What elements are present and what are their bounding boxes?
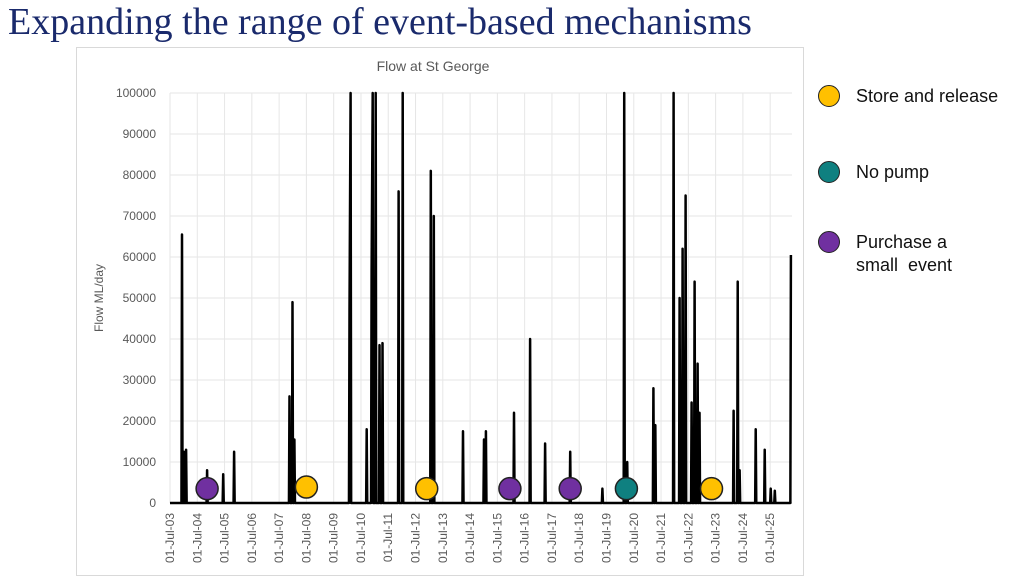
x-tick-label: 01-Jul-08 [299, 513, 313, 563]
legend-label: Purchase a small event [856, 232, 953, 275]
x-tick-label: 01-Jul-18 [572, 513, 586, 563]
y-tick-label: 60000 [123, 250, 157, 264]
y-tick-label: 90000 [123, 127, 157, 141]
x-tick-label: 01-Jul-09 [327, 513, 341, 563]
y-tick-label: 40000 [123, 332, 157, 346]
event-marker [699, 476, 724, 501]
y-tick-label: 70000 [123, 209, 157, 223]
event-marker [614, 476, 639, 501]
x-tick-label: 01-Jul-07 [272, 513, 286, 563]
legend-swatch [818, 231, 840, 253]
x-tick-label: 01-Jul-05 [218, 513, 232, 563]
slide-title: Expanding the range of event-based mecha… [8, 1, 752, 43]
x-tick-label: 01-Jul-04 [190, 513, 204, 563]
legend-item: Store and release [818, 85, 1006, 108]
x-tick-label: 01-Jul-22 [681, 513, 695, 563]
event-marker [294, 475, 319, 499]
y-tick-label: 50000 [123, 291, 157, 305]
x-tick-label: 01-Jul-03 [163, 513, 177, 563]
legend-swatch [818, 85, 840, 107]
y-tick-label: 100000 [116, 86, 156, 100]
legend-item: No pump [818, 161, 1006, 184]
x-tick-label: 01-Jul-21 [654, 513, 668, 563]
flow-line [170, 91, 793, 505]
x-tick-label: 01-Jul-06 [245, 513, 259, 563]
event-marker [558, 476, 582, 501]
y-tick-label: 30000 [123, 373, 157, 387]
y-tick-label: 0 [149, 496, 156, 510]
event-marker [414, 476, 439, 501]
x-tick-label: 01-Jul-16 [518, 513, 532, 563]
legend-item: Purchase a small event [818, 231, 966, 277]
event-marker [195, 476, 219, 501]
x-tick-label: 01-Jul-17 [545, 513, 559, 563]
x-tick-label: 01-Jul-24 [736, 513, 750, 563]
x-tick-label: 01-Jul-13 [436, 513, 450, 563]
chart-title: Flow at St George [377, 58, 490, 74]
event-marker [498, 476, 522, 501]
y-tick-label: 80000 [123, 168, 157, 182]
legend-label: No pump [856, 162, 930, 182]
legend-swatch [818, 161, 840, 183]
x-tick-label: 01-Jul-20 [627, 513, 641, 563]
x-tick-label: 01-Jul-23 [709, 513, 723, 563]
legend-label: Store and release [856, 86, 999, 106]
y-tick-label: 20000 [123, 414, 157, 428]
x-tick-label: 01-Jul-25 [763, 513, 777, 563]
x-tick-label: 01-Jul-12 [409, 513, 423, 563]
x-tick-label: 01-Jul-19 [599, 513, 613, 563]
y-axis-label: Flow ML/day [92, 264, 106, 332]
y-tick-label: 10000 [123, 455, 157, 469]
x-tick-label: 01-Jul-11 [381, 513, 395, 562]
x-tick-label: 01-Jul-10 [354, 513, 368, 563]
x-tick-label: 01-Jul-14 [463, 513, 477, 563]
x-tick-label: 01-Jul-15 [490, 513, 504, 563]
